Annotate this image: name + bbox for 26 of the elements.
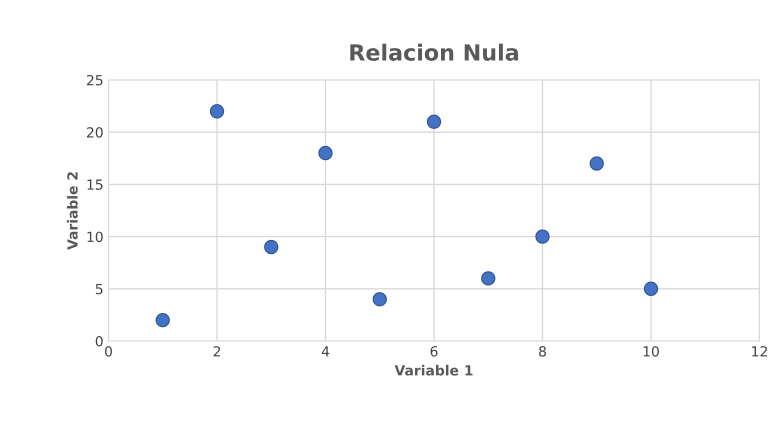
y-tick-label: 15 [87,180,102,190]
x-tick-label: 6 [430,346,438,357]
y-tick-label: 0 [96,336,103,346]
x-tick-label: 4 [322,346,330,356]
x-tick-label: 12 [752,346,767,356]
y-tick-label: 20 [86,127,103,138]
y-axis-title: Variable 2 [66,172,78,250]
chart-title: Relacion Nula [350,44,518,61]
y-tick-label: 5 [96,284,102,294]
x-tick-label: 2 [214,346,220,356]
x-tick-label: 8 [539,346,546,357]
point [210,104,224,118]
point [426,114,442,129]
point [318,146,333,160]
point [535,229,550,244]
point [156,312,170,328]
x-axis-title: Variable 1 [394,364,473,376]
x-tick-label: 0 [104,346,112,357]
y-tick-label: 25 [86,74,102,86]
point [372,292,387,306]
x-tick-label: 10 [644,346,659,357]
y-tick-label: 10 [87,232,103,242]
point [264,240,278,254]
point [590,156,604,171]
point [481,271,496,286]
point [644,282,658,296]
